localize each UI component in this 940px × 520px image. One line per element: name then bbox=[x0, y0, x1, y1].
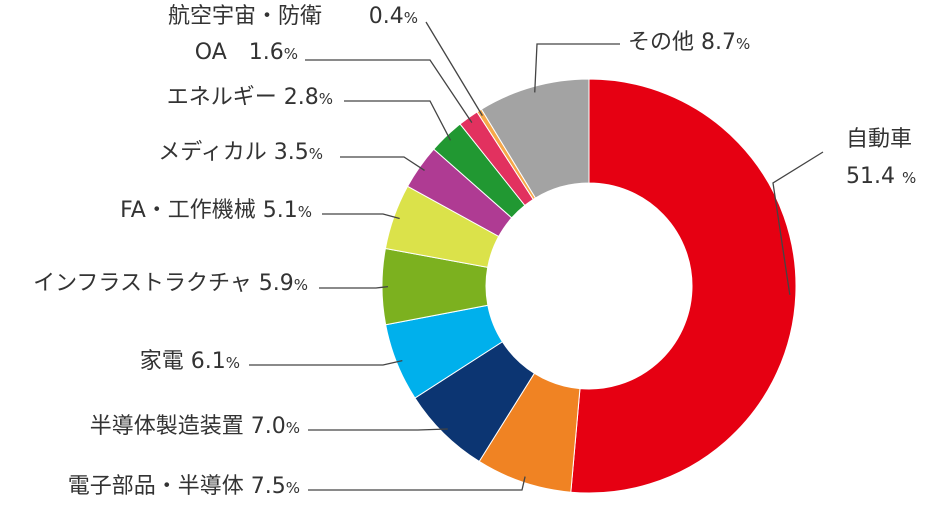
slice-label-8: エネルギー 2.8% bbox=[167, 85, 333, 110]
leader-line-9 bbox=[305, 59, 473, 124]
slice-label-10: 航空宇宙・防衛 bbox=[168, 4, 322, 29]
leader-line-4 bbox=[249, 359, 403, 366]
slice-label-7: メディカル 3.5% bbox=[158, 140, 323, 165]
leader-line-5 bbox=[319, 285, 389, 289]
leader-line-3 bbox=[308, 428, 448, 431]
leader-line-11 bbox=[534, 43, 620, 93]
slice-label-1: 自動車 bbox=[846, 127, 912, 152]
slice-label-6: FA・工作機械 5.1% bbox=[120, 198, 312, 223]
slice-1 bbox=[570, 78, 797, 494]
slice-label-3: 半導体製造装置 7.0% bbox=[90, 414, 300, 439]
slice-labels: 自動車 51.4 % 電子部品・半導体 7.5% 半導体製造装置 7.0% 家電 6.1… bbox=[33, 4, 916, 499]
slice-label-5: インフラストラクチャ 5.9% bbox=[33, 271, 308, 296]
slice-value-10: 0.4% bbox=[369, 4, 418, 29]
leader-line-10 bbox=[425, 21, 483, 116]
slice-label-4: 家電 6.1% bbox=[140, 349, 240, 374]
slice-11 bbox=[480, 78, 590, 199]
slice-label-9: OA 1.6% bbox=[195, 40, 298, 65]
leader-lines bbox=[249, 21, 824, 491]
leader-line-1 bbox=[772, 151, 824, 295]
leader-line-6 bbox=[322, 213, 400, 220]
leader-line-2 bbox=[308, 476, 526, 491]
leader-line-8 bbox=[344, 100, 452, 141]
slice-label-11: その他 8.7% bbox=[628, 30, 750, 55]
slice-value-1: 51.4 % bbox=[846, 164, 916, 189]
donut-slices bbox=[381, 78, 797, 494]
leader-line-7 bbox=[340, 156, 425, 171]
slice-label-2: 電子部品・半導体 7.5% bbox=[68, 474, 300, 499]
